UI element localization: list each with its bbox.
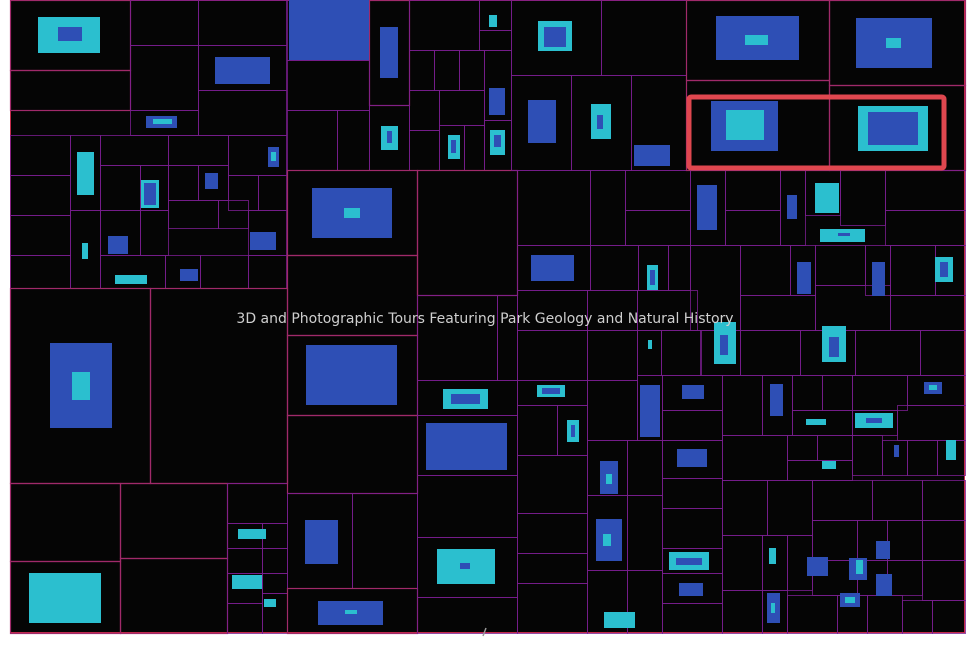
- treemap-block[interactable]: [770, 384, 783, 416]
- treemap-block[interactable]: [604, 612, 635, 628]
- treemap-cell[interactable]: [627, 570, 663, 634]
- treemap-block[interactable]: [894, 445, 899, 457]
- treemap-block[interactable]: [648, 340, 652, 349]
- treemap-block[interactable]: [771, 603, 775, 613]
- treemap-block[interactable]: [940, 262, 948, 277]
- treemap-block[interactable]: [542, 388, 560, 394]
- treemap-block[interactable]: [876, 541, 890, 559]
- treemap-block[interactable]: [264, 599, 276, 607]
- treemap-block[interactable]: [387, 131, 392, 143]
- treemap-block[interactable]: [250, 232, 276, 250]
- treemap-block[interactable]: [238, 529, 266, 539]
- treemap-block[interactable]: [946, 440, 956, 460]
- treemap-block[interactable]: [29, 573, 101, 623]
- treemap-background: [10, 0, 965, 633]
- treemap-block[interactable]: [929, 385, 937, 390]
- treemap-block[interactable]: [815, 183, 839, 213]
- treemap-block[interactable]: [144, 183, 156, 205]
- treemap-block[interactable]: [344, 208, 360, 218]
- treemap-block[interactable]: [531, 255, 574, 281]
- treemap-block[interactable]: [806, 419, 826, 425]
- treemap-cell[interactable]: [932, 600, 966, 634]
- treemap-block[interactable]: [682, 385, 704, 399]
- treemap-block[interactable]: [58, 27, 82, 41]
- treemap-block[interactable]: [426, 423, 507, 470]
- treemap-block[interactable]: [72, 372, 90, 400]
- treemap-block[interactable]: [872, 262, 885, 296]
- treemap-block[interactable]: [856, 560, 863, 574]
- treemap-block[interactable]: [345, 610, 357, 614]
- treemap-block[interactable]: [180, 269, 198, 281]
- treemap-block[interactable]: [640, 385, 660, 437]
- treemap-block[interactable]: [489, 15, 497, 27]
- treemap-block[interactable]: [544, 27, 566, 47]
- selection-highlight[interactable]: [686, 94, 947, 171]
- treemap-center-label: 3D and Photographic Tours Featuring Park…: [236, 311, 733, 327]
- treemap-block[interactable]: [205, 173, 218, 189]
- treemap-block[interactable]: [489, 88, 505, 115]
- treemap-block[interactable]: [822, 461, 836, 469]
- treemap-block[interactable]: [838, 233, 850, 236]
- treemap-block[interactable]: [606, 474, 612, 484]
- treemap-block[interactable]: [603, 534, 611, 546]
- treemap-block[interactable]: [845, 597, 855, 603]
- treemap-block[interactable]: [886, 38, 901, 48]
- treemap-block[interactable]: [153, 119, 172, 124]
- treemap-block[interactable]: [494, 135, 501, 147]
- treemap-block[interactable]: [769, 548, 776, 564]
- treemap-block[interactable]: [306, 345, 397, 405]
- treemap-block[interactable]: [866, 418, 882, 423]
- treemap-block[interactable]: [528, 100, 556, 143]
- treemap-block[interactable]: [108, 236, 128, 254]
- treemap-block[interactable]: [676, 558, 702, 565]
- treemap-block[interactable]: [634, 145, 670, 166]
- treemap-block[interactable]: [115, 275, 147, 284]
- cursor-mark: [482, 627, 487, 637]
- treemap-block[interactable]: [797, 262, 811, 294]
- treemap-block[interactable]: [720, 335, 728, 355]
- treemap-blocks[interactable]: [29, 0, 956, 628]
- treemap-block[interactable]: [597, 115, 603, 129]
- treemap-block[interactable]: [745, 35, 768, 45]
- treemap-block[interactable]: [82, 243, 88, 259]
- treemap-block[interactable]: [829, 337, 839, 357]
- treemap-block[interactable]: [787, 195, 797, 219]
- treemap-block[interactable]: [726, 110, 764, 140]
- treemap-block[interactable]: [451, 394, 480, 404]
- treemap-block[interactable]: [650, 270, 655, 285]
- treemap-block[interactable]: [677, 449, 707, 467]
- treemap-block[interactable]: [215, 57, 270, 84]
- treemap-block[interactable]: [77, 152, 94, 195]
- treemap-block[interactable]: [232, 575, 262, 589]
- treemap-block[interactable]: [679, 583, 703, 596]
- treemap-block[interactable]: [460, 563, 470, 569]
- treemap-block[interactable]: [571, 425, 575, 437]
- treemap-block[interactable]: [380, 27, 398, 78]
- treemap-block[interactable]: [876, 574, 892, 596]
- treemap-block[interactable]: [807, 557, 828, 576]
- treemap-block[interactable]: [451, 140, 456, 153]
- treemap-block[interactable]: [305, 520, 338, 564]
- treemap-block[interactable]: [868, 112, 918, 145]
- treemap-block[interactable]: [271, 152, 276, 161]
- treemap-block[interactable]: [697, 185, 717, 230]
- treemap-block[interactable]: [289, 0, 369, 60]
